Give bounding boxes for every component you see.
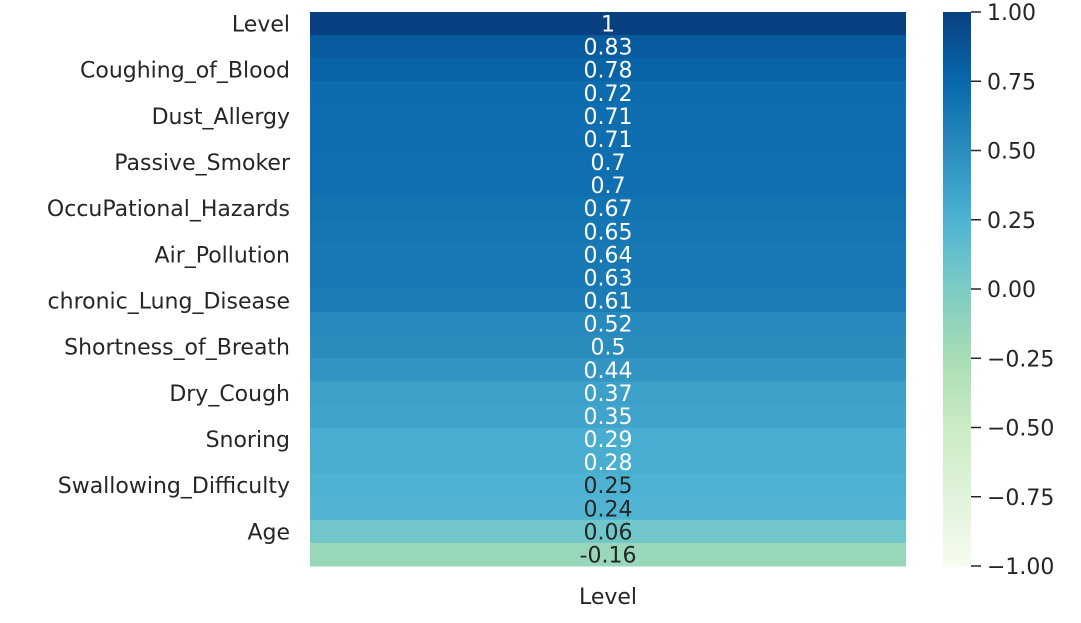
row-tick-label: Coughing_of_Blood: [80, 59, 290, 84]
heatmap-cell: [310, 104, 906, 128]
colorbar-tick-label: 0.50: [987, 140, 1036, 165]
colorbar-tick-label: −0.50: [987, 417, 1054, 442]
heatmap-cell: [310, 450, 906, 475]
colorbar-tick-label: −0.75: [987, 486, 1054, 511]
row-tick-label: Air_Pollution: [155, 243, 290, 268]
heatmap-cells: [310, 12, 906, 567]
cell-value-label: 0.71: [584, 105, 633, 130]
heatmap-cell: [310, 289, 906, 313]
cell-value-label: 0.52: [584, 313, 633, 338]
row-tick-label: Snoring: [206, 428, 290, 453]
colorbar-tick-label: 0.00: [987, 278, 1036, 303]
cell-value-label: 0.67: [584, 197, 633, 222]
colorbar-ticks: 1.00 0.75 0.50 0.25 0.00 −0.25 −0.50 −0.75 −1.00: [971, 1, 1054, 580]
row-tick-label: Dry_Cough: [169, 382, 290, 407]
heatmap-cell: [310, 542, 906, 567]
row-tick-label: Level: [232, 13, 290, 38]
heatmap-cell: [310, 496, 906, 521]
colorbar-gradient: [943, 12, 971, 566]
cell-value-label: 0.78: [584, 59, 633, 84]
heatmap-cell: [310, 173, 906, 198]
row-tick-label: Age: [247, 520, 290, 545]
colorbar-tick-label: −0.25: [987, 347, 1054, 372]
row-tick-label: OccuPational_Hazards: [47, 197, 290, 222]
heatmap-cell: [310, 12, 906, 36]
heatmap-cell: [310, 196, 906, 221]
heatmap-cell: [310, 358, 906, 382]
row-tick-label: Passive_Smoker: [114, 151, 291, 176]
heatmap-cell: [310, 473, 906, 498]
heatmap-cell: [310, 427, 906, 452]
x-axis-label: Level: [579, 585, 637, 610]
colorbar: [943, 12, 971, 566]
cell-value-label: 0.71: [584, 128, 633, 153]
cell-value-label: 0.65: [584, 220, 633, 245]
heatmap-cell: [310, 58, 906, 82]
heatmap-cell: [310, 242, 906, 267]
colorbar-tick-label: 1.00: [987, 1, 1036, 26]
heatmap-cell: [310, 35, 906, 59]
heatmap-cell: [310, 127, 906, 151]
cell-value-label: 1: [601, 13, 615, 38]
heatmap-cell: [310, 404, 906, 428]
cell-value-label: 0.61: [584, 290, 633, 315]
cell-value-label: 0.83: [584, 36, 633, 61]
cell-value-label: 0.24: [584, 497, 633, 522]
heatmap-cell: [310, 219, 906, 244]
cell-value-label: 0.7: [591, 151, 626, 176]
heatmap-cell: [310, 81, 906, 105]
cell-value-label: 0.5: [591, 336, 626, 361]
cell-value-label: 0.64: [584, 243, 633, 268]
cell-value-label: 0.28: [584, 451, 633, 476]
row-labels: Level Coughing_of_Blood Dust_Allergy Passiv…: [47, 13, 291, 546]
cell-value-label: 0.29: [584, 428, 633, 453]
cell-labels: 10.830.780.720.710.710.70.70.670.650.640…: [580, 13, 637, 569]
heatmap-cell: [310, 381, 906, 405]
heatmap-cell: [310, 335, 906, 359]
row-tick-label: chronic_Lung_Disease: [48, 290, 290, 315]
heatmap-cell: [310, 265, 906, 290]
heatmap-cell: [310, 150, 906, 175]
row-tick-label: Dust_Allergy: [152, 105, 290, 130]
cell-value-label: -0.16: [580, 543, 637, 568]
cell-value-label: 0.44: [584, 359, 633, 384]
cell-value-label: 0.35: [584, 405, 633, 430]
colorbar-tick-label: −1.00: [987, 555, 1054, 580]
cell-value-label: 0.37: [584, 382, 633, 407]
cell-value-label: 0.72: [584, 82, 633, 107]
cell-value-label: 0.7: [591, 174, 626, 199]
cell-value-label: 0.63: [584, 266, 633, 291]
colorbar-tick-label: 0.25: [987, 209, 1036, 234]
heatmap-cell: [310, 312, 906, 336]
cell-value-label: 0.25: [584, 474, 633, 499]
colorbar-tick-label: 0.75: [987, 70, 1036, 95]
cell-value-label: 0.06: [584, 520, 633, 545]
row-tick-label: Shortness_of_Breath: [64, 336, 290, 361]
heatmap-cell: [310, 519, 906, 544]
row-tick-label: Swallowing_Difficulty: [58, 474, 290, 499]
